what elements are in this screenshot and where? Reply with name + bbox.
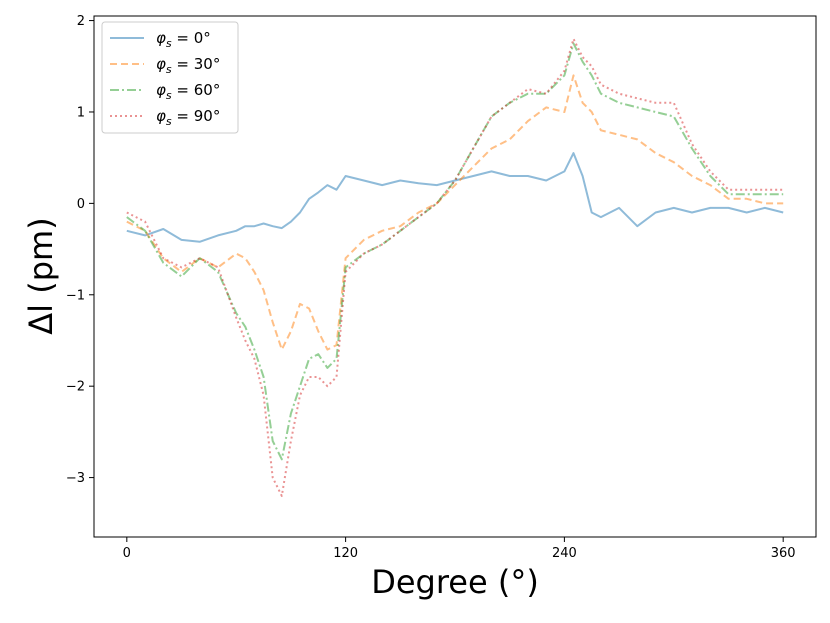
x-tick-label: 120 (333, 546, 358, 561)
y-axis-title: Δl (pm) (22, 217, 60, 334)
legend-value: = 30° (172, 55, 221, 73)
legend-label-1: φs = 30° (156, 55, 220, 76)
legend-subscript: s (166, 89, 172, 102)
y-tick-label: −3 (66, 471, 85, 486)
legend: φs = 0°φs = 30°φs = 60°φs = 90° (101, 21, 239, 134)
plot-lines (126, 37, 784, 497)
legend-value: = 0° (172, 29, 211, 47)
y-tick-label: −2 (66, 380, 85, 395)
legend-symbol: φ (156, 81, 166, 99)
y-tick-label: 0 (77, 197, 85, 212)
legend-label-2: φs = 60° (156, 81, 220, 102)
legend-value: = 90° (172, 107, 221, 125)
legend-subscript: s (166, 115, 172, 128)
legend-subscript: s (166, 63, 172, 76)
legend-value: = 60° (172, 81, 221, 99)
legend-symbol: φ (156, 107, 166, 125)
x-tick-label: 360 (771, 546, 796, 561)
x-axis-title: Degree (°) (371, 563, 539, 601)
series-line-3 (126, 37, 784, 497)
y-tick-label: 2 (77, 14, 85, 29)
y-tick-label: 1 (77, 105, 85, 120)
x-axis: 0 120 240 360 (123, 537, 796, 561)
legend-symbol: φ (156, 29, 166, 47)
legend-box (101, 21, 239, 134)
series-line-1 (126, 74, 784, 351)
y-axis: −3 −2 −1 0 1 2 (66, 14, 94, 486)
plot-frame (93, 15, 817, 538)
legend-label-3: φs = 90° (156, 107, 220, 128)
legend-subscript: s (166, 37, 172, 50)
x-tick-label: 240 (552, 546, 577, 561)
y-tick-label: −1 (66, 288, 85, 303)
x-tick-label: 0 (123, 546, 131, 561)
series-line-0 (126, 152, 784, 243)
series-line-2 (126, 42, 784, 461)
legend-symbol: φ (156, 55, 166, 73)
legend-label-0: φs = 0° (156, 29, 211, 50)
